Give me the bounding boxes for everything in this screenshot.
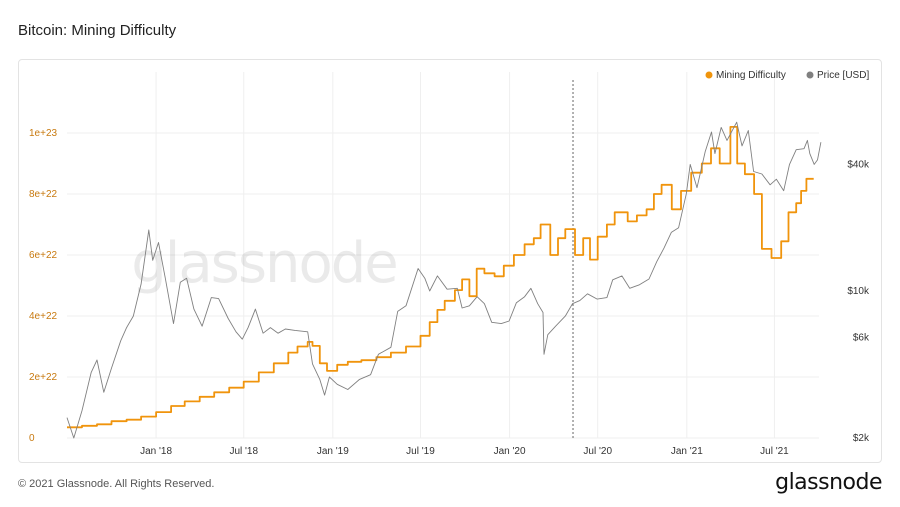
right-tick-label: $40k (847, 159, 870, 170)
left-axis: 0 2e+22 4e+22 6e+22 8e+22 1e+23 (29, 128, 58, 444)
legend-label-price: Price [USD] (817, 70, 869, 81)
mining-difficulty-line (67, 126, 814, 429)
left-tick-label: 8e+22 (29, 189, 58, 200)
x-axis: Jan '18 Jul '18 Jan '19 Jul '19 Jan '20 Jul '… (140, 446, 789, 457)
right-tick-label: $10k (847, 286, 870, 297)
page-title: Bitcoin: Mining Difficulty (18, 22, 177, 39)
x-tick-label: Jul '18 (229, 446, 258, 457)
chart-panel: glassnode 0 2e+22 4e+22 6e+22 8e+22 1e+23 $2k… (18, 59, 882, 463)
x-tick-label: Jul '20 (583, 446, 612, 457)
legend-label-difficulty: Mining Difficulty (716, 70, 786, 81)
left-tick-label: 4e+22 (29, 311, 58, 322)
x-tick-label: Jan '20 (494, 446, 526, 457)
x-tick-label: Jul '21 (760, 446, 789, 457)
left-tick-label: 1e+23 (29, 128, 58, 139)
watermark: glassnode (131, 231, 397, 296)
grid-lines (67, 72, 819, 439)
price-line (66, 121, 822, 439)
x-tick-label: Jul '19 (406, 446, 435, 457)
legend-dot-price (806, 71, 814, 79)
right-axis: $2k $6k $10k $40k (847, 159, 870, 444)
x-tick-label: Jan '19 (317, 446, 349, 457)
legend: Mining Difficulty Price [USD] (705, 70, 869, 81)
right-tick-label: $6k (853, 333, 870, 344)
legend-dot-difficulty (705, 71, 713, 79)
copyright-text: © 2021 Glassnode. All Rights Reserved. (18, 478, 215, 490)
left-tick-label: 0 (29, 433, 35, 444)
x-tick-label: Jan '21 (671, 446, 703, 457)
series-layer (66, 121, 822, 439)
left-tick-label: 2e+22 (29, 372, 58, 383)
right-tick-label: $2k (853, 433, 870, 444)
mining-difficulty-chart[interactable]: glassnode 0 2e+22 4e+22 6e+22 8e+22 1e+23 $2k… (19, 60, 883, 464)
left-tick-label: 6e+22 (29, 250, 58, 261)
x-tick-label: Jan '18 (140, 446, 172, 457)
glassnode-logo[interactable]: glassnode (775, 470, 882, 495)
